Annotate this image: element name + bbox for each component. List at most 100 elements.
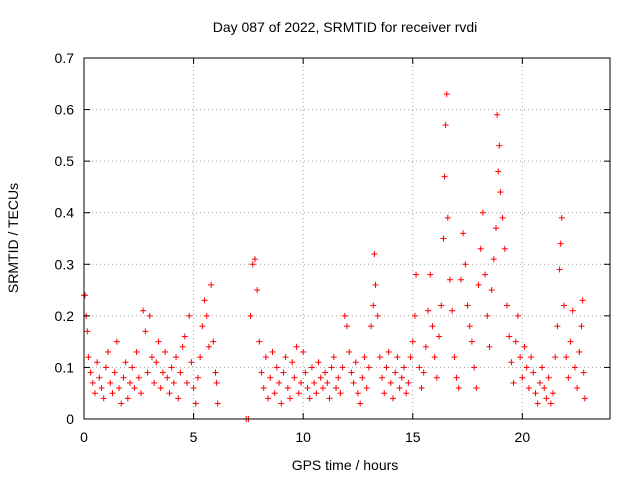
data-point bbox=[371, 250, 378, 257]
data-points bbox=[81, 91, 588, 422]
data-point bbox=[462, 261, 469, 268]
data-point bbox=[348, 369, 355, 376]
data-point bbox=[113, 338, 120, 345]
data-point bbox=[328, 364, 335, 371]
x-axis-ticks: 0 5 10 15 20 bbox=[80, 58, 530, 445]
y-tick-label: 0.5 bbox=[55, 153, 75, 169]
data-point bbox=[162, 348, 169, 355]
data-point bbox=[306, 395, 313, 402]
data-point bbox=[282, 354, 289, 361]
data-point bbox=[267, 374, 274, 381]
data-point bbox=[390, 395, 397, 402]
data-point bbox=[89, 379, 96, 386]
data-point bbox=[381, 390, 388, 397]
data-point bbox=[190, 385, 197, 392]
data-point bbox=[506, 333, 513, 340]
data-point bbox=[297, 379, 304, 386]
data-point bbox=[418, 385, 425, 392]
data-point bbox=[330, 354, 337, 361]
data-point bbox=[157, 385, 164, 392]
data-point bbox=[82, 292, 89, 299]
data-point bbox=[413, 271, 420, 278]
data-point bbox=[471, 364, 478, 371]
data-point bbox=[341, 312, 348, 319]
data-point bbox=[265, 395, 272, 402]
data-point bbox=[411, 312, 418, 319]
data-point bbox=[443, 91, 450, 98]
data-point bbox=[159, 369, 166, 376]
data-point bbox=[247, 312, 254, 319]
data-point bbox=[495, 168, 502, 175]
data-point bbox=[514, 312, 521, 319]
data-point bbox=[368, 323, 375, 330]
data-point bbox=[173, 354, 180, 361]
data-point bbox=[339, 364, 346, 371]
data-point bbox=[280, 369, 287, 376]
data-point bbox=[569, 307, 576, 314]
data-point bbox=[567, 338, 574, 345]
data-point bbox=[449, 307, 456, 314]
data-point bbox=[155, 338, 162, 345]
data-point bbox=[210, 338, 217, 345]
data-point bbox=[420, 369, 427, 376]
data-point bbox=[503, 302, 510, 309]
data-point bbox=[287, 395, 294, 402]
data-point bbox=[273, 364, 280, 371]
data-point bbox=[460, 230, 467, 237]
data-point bbox=[376, 354, 383, 361]
data-point bbox=[111, 369, 118, 376]
data-point bbox=[133, 348, 140, 355]
data-point bbox=[361, 354, 368, 361]
data-point bbox=[451, 354, 458, 361]
y-tick-label: 0.6 bbox=[55, 102, 75, 118]
y-tick-label: 0.2 bbox=[55, 308, 75, 324]
data-point bbox=[482, 271, 489, 278]
data-point bbox=[276, 379, 283, 386]
x-tick-label: 10 bbox=[295, 429, 311, 445]
data-point bbox=[427, 271, 434, 278]
data-point bbox=[146, 312, 153, 319]
data-point bbox=[464, 302, 471, 309]
data-point bbox=[177, 369, 184, 376]
data-point bbox=[170, 379, 177, 386]
data-point bbox=[576, 348, 583, 355]
data-point bbox=[208, 281, 215, 288]
data-point bbox=[293, 343, 300, 350]
data-point bbox=[517, 354, 524, 361]
data-point bbox=[129, 364, 136, 371]
data-point bbox=[525, 385, 532, 392]
data-point bbox=[181, 333, 188, 340]
data-point bbox=[84, 328, 91, 335]
data-point bbox=[477, 245, 484, 252]
data-point bbox=[447, 276, 454, 283]
data-point bbox=[441, 173, 448, 180]
chart-title: Day 087 of 2022, SRMTID for receiver rvd… bbox=[213, 19, 478, 35]
data-point bbox=[496, 142, 503, 149]
data-point bbox=[315, 359, 322, 366]
data-point bbox=[116, 385, 123, 392]
data-point bbox=[578, 323, 585, 330]
data-point bbox=[357, 400, 364, 407]
data-point bbox=[118, 400, 125, 407]
data-point bbox=[528, 354, 535, 361]
data-point bbox=[475, 281, 482, 288]
data-point bbox=[436, 333, 443, 340]
data-point bbox=[249, 261, 256, 268]
data-point bbox=[385, 348, 392, 355]
data-point bbox=[545, 374, 552, 381]
data-point bbox=[109, 390, 116, 397]
data-point bbox=[324, 379, 331, 386]
data-point bbox=[387, 379, 394, 386]
data-point bbox=[335, 374, 342, 381]
data-point bbox=[523, 364, 530, 371]
data-point bbox=[581, 395, 588, 402]
data-point bbox=[142, 328, 149, 335]
data-point bbox=[205, 343, 212, 350]
grid bbox=[84, 58, 610, 419]
data-point bbox=[359, 374, 366, 381]
data-point bbox=[556, 266, 563, 273]
data-point bbox=[260, 385, 267, 392]
data-point bbox=[547, 400, 554, 407]
data-point bbox=[560, 302, 567, 309]
